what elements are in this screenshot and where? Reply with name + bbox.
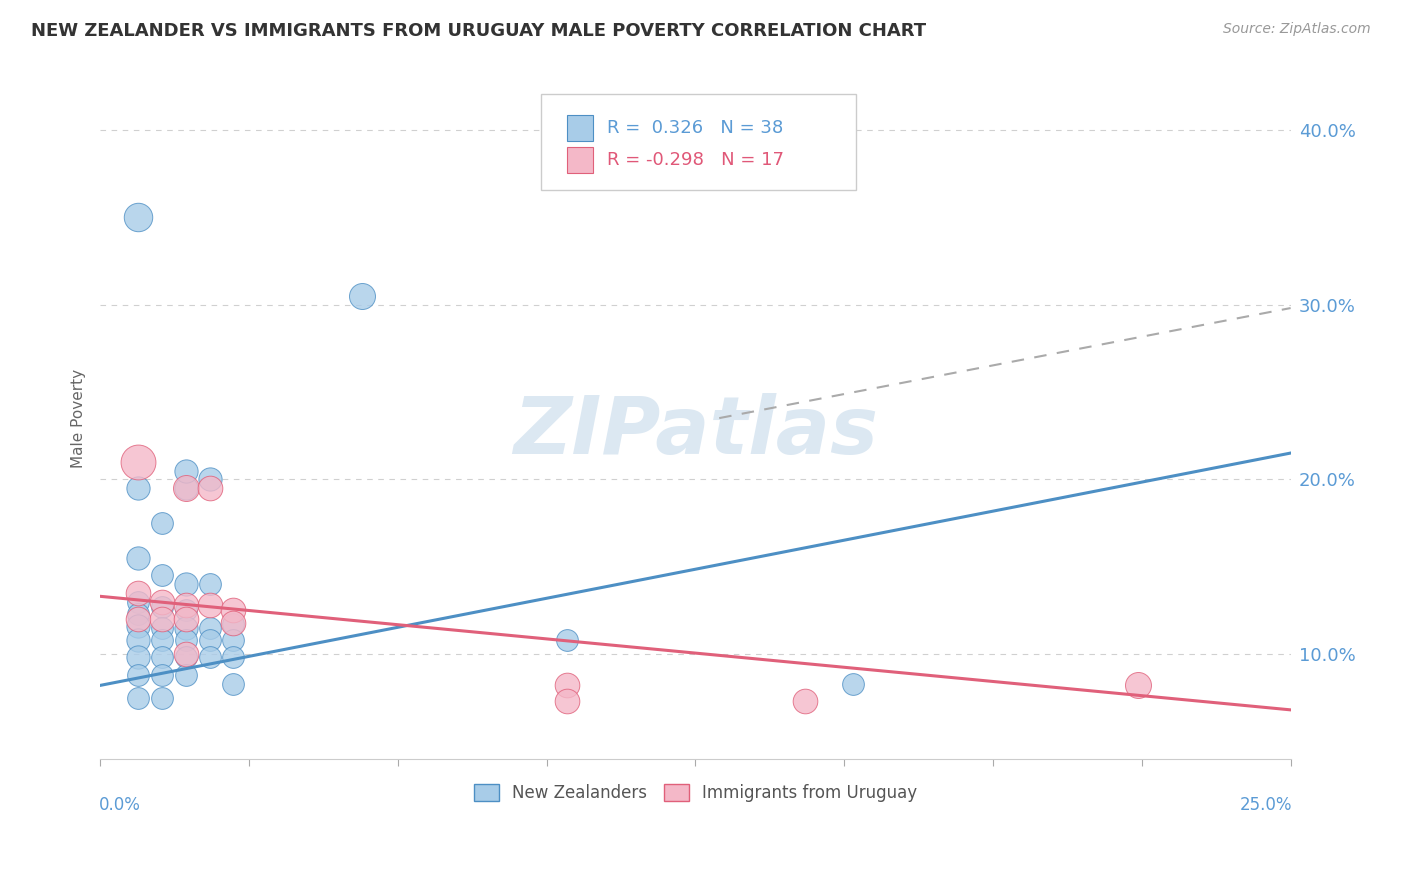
Point [174,463,197,477]
Point [198,632,221,647]
Point [150,632,173,647]
Point [127,612,149,626]
Point [222,603,245,617]
Point [222,632,245,647]
Point [127,594,149,608]
Point [174,481,197,495]
Point [150,650,173,665]
Point [150,568,173,582]
Text: 25.0%: 25.0% [1239,797,1292,814]
Point [150,594,173,608]
Point [127,668,149,682]
Point [793,694,815,708]
Point [150,612,173,626]
Point [198,598,221,612]
Point [841,676,863,690]
Y-axis label: Male Poverty: Male Poverty [72,368,86,467]
Point [222,615,245,630]
Point [174,603,197,617]
Point [127,455,149,469]
Point [174,668,197,682]
Point [127,586,149,600]
FancyBboxPatch shape [567,147,593,173]
Point [174,650,197,665]
Point [222,650,245,665]
Point [174,577,197,591]
Point [150,599,173,614]
Point [198,650,221,665]
Point [222,617,245,632]
Point [127,550,149,565]
Point [174,621,197,635]
Point [198,472,221,486]
Point [174,647,197,661]
Point [127,690,149,705]
FancyBboxPatch shape [541,95,856,190]
FancyBboxPatch shape [567,115,593,141]
Point [127,650,149,665]
Point [555,678,578,692]
Point [174,632,197,647]
Point [555,694,578,708]
Point [127,607,149,621]
Text: NEW ZEALANDER VS IMMIGRANTS FROM URUGUAY MALE POVERTY CORRELATION CHART: NEW ZEALANDER VS IMMIGRANTS FROM URUGUAY… [31,22,927,40]
Point [174,612,197,626]
Point [198,621,221,635]
Point [555,632,578,647]
Point [150,621,173,635]
Text: ZIPatlas: ZIPatlas [513,392,877,471]
Point [127,211,149,225]
Text: Source: ZipAtlas.com: Source: ZipAtlas.com [1223,22,1371,37]
Point [150,668,173,682]
Point [174,481,197,495]
Point [174,598,197,612]
Point [127,481,149,495]
Point [222,676,245,690]
Text: R = -0.298   N = 17: R = -0.298 N = 17 [607,151,785,169]
Point [127,632,149,647]
Point [198,577,221,591]
Point [150,690,173,705]
Legend: New Zealanders, Immigrants from Uruguay: New Zealanders, Immigrants from Uruguay [467,777,924,808]
Point [1128,678,1150,692]
Point [127,619,149,633]
Point [150,516,173,530]
Point [350,289,373,303]
Point [198,481,221,495]
Text: R =  0.326   N = 38: R = 0.326 N = 38 [607,119,783,136]
Text: 0.0%: 0.0% [98,797,141,814]
